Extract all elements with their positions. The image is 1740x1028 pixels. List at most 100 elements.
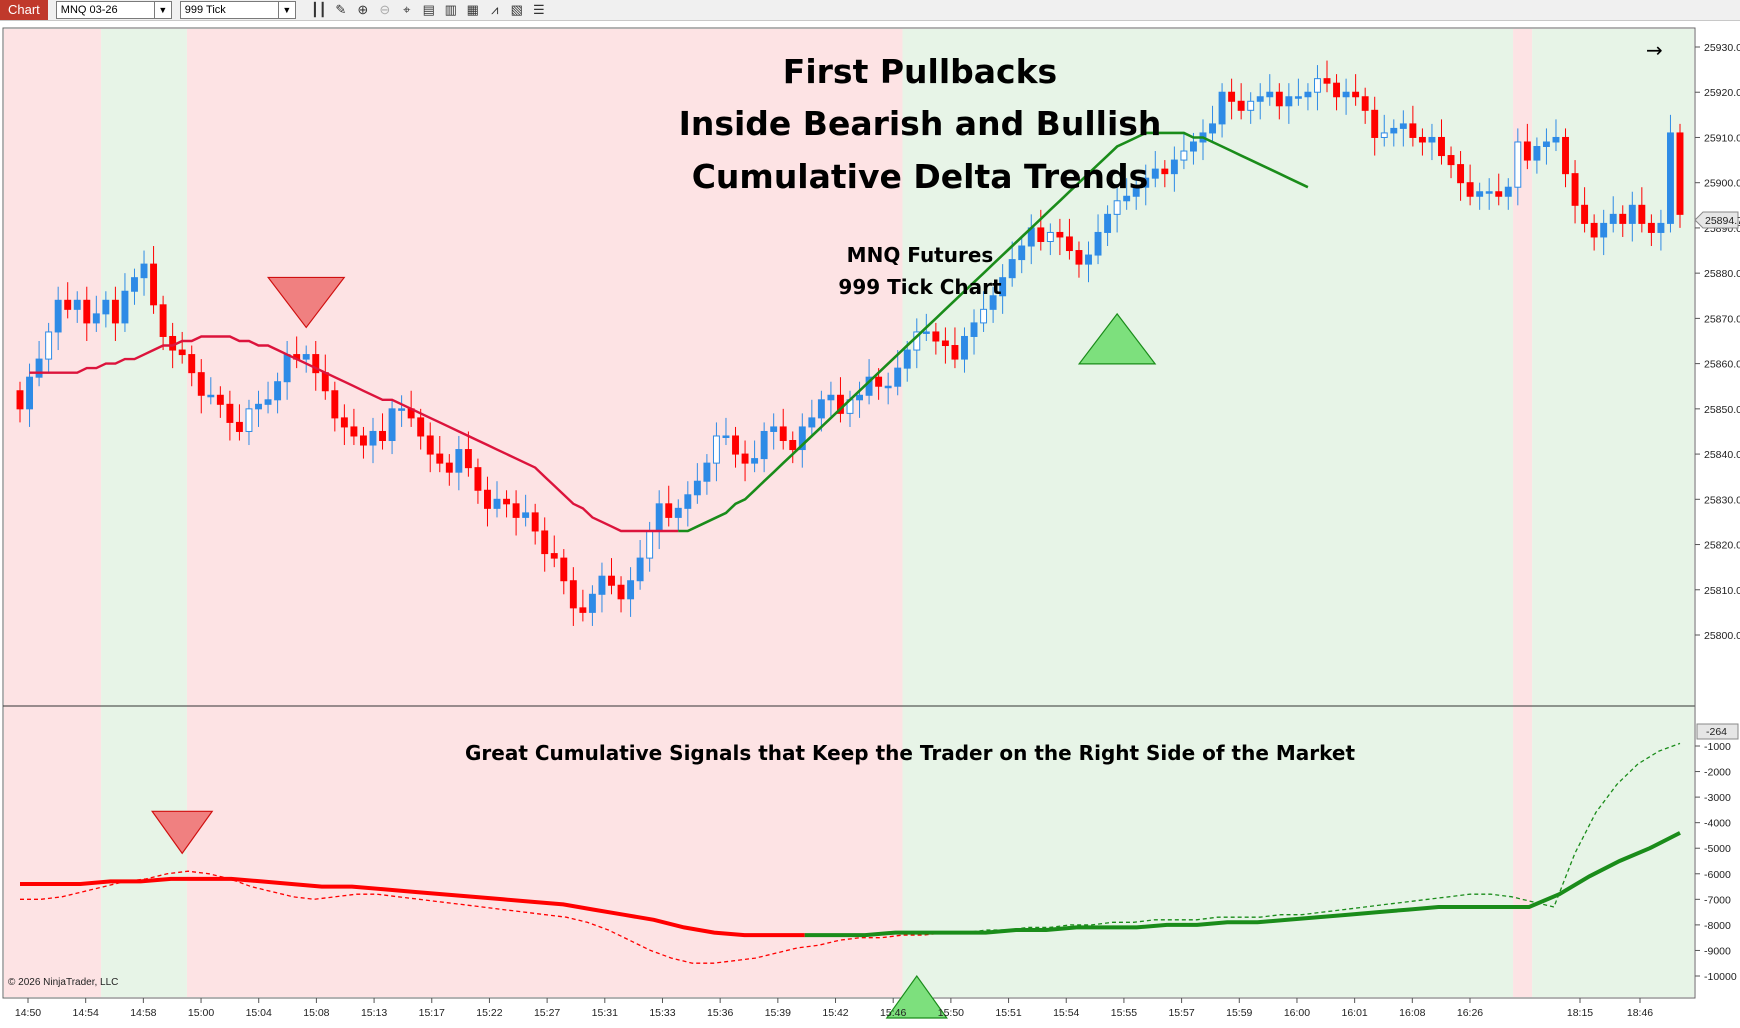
candle-body — [732, 435, 739, 455]
candle-body — [779, 426, 787, 442]
candle-body — [1542, 141, 1550, 148]
time-tick-label: 14:54 — [73, 1007, 99, 1019]
buy-signal-marker — [885, 974, 948, 1019]
candle-body — [436, 453, 444, 464]
strategy-icon[interactable]: ▦ — [466, 2, 479, 17]
price-tick-label: 25910.00 — [1704, 132, 1740, 144]
time-tick-label: 14:50 — [15, 1007, 41, 1019]
time-tick-label: 15:39 — [765, 1007, 791, 1019]
candle-body — [569, 580, 577, 609]
time-tick-label: 15:54 — [1053, 1007, 1079, 1019]
price-tick-label: 25880.00 — [1704, 268, 1740, 280]
candle-body — [655, 503, 663, 532]
time-tick-label: 14:58 — [130, 1007, 156, 1019]
more-icon[interactable]: ☰ — [532, 2, 545, 17]
candle-body — [1275, 91, 1283, 107]
templates-icon[interactable]: ▧ — [510, 2, 523, 17]
candle-body — [1247, 100, 1255, 111]
chart-tab[interactable]: Chart — [0, 0, 48, 20]
delta-tick-label: -10000 — [1704, 971, 1737, 983]
candle-body — [1409, 123, 1417, 138]
candle-body — [1523, 141, 1531, 161]
indicator-icon[interactable]: ⩘ — [491, 2, 499, 17]
candle-body — [1466, 182, 1474, 197]
candle-body — [751, 458, 759, 464]
candle-body — [1218, 91, 1226, 125]
candle-body — [1056, 231, 1064, 238]
bar-style-icon[interactable]: ┃┃ — [310, 2, 327, 17]
candle-body — [1075, 250, 1083, 265]
time-tick-label: 15:57 — [1168, 1007, 1194, 1019]
candle-body — [1676, 132, 1684, 215]
candle-body — [608, 575, 615, 586]
candle-body — [903, 349, 911, 369]
candle-body — [121, 290, 129, 324]
candle-body — [798, 426, 806, 451]
candle-body — [1533, 146, 1541, 161]
candle-body — [1342, 91, 1350, 98]
crosshair-icon[interactable]: ⌖ — [403, 2, 411, 17]
candle-body — [1590, 222, 1598, 238]
time-tick-label: 15:46 — [880, 1007, 906, 1019]
candle-body — [54, 299, 62, 333]
chevron-down-icon[interactable]: ▼ — [277, 2, 295, 18]
candle-body — [951, 345, 959, 360]
zoom-out-icon[interactable]: ⊖ — [379, 2, 391, 17]
time-axis: 14:50 14:54 14:58 15:00 15:04 15:08 15:13 15:17… — [15, 998, 1653, 1019]
candle-body — [302, 354, 310, 360]
candle-body — [1008, 259, 1016, 279]
candle-body — [159, 304, 167, 337]
candle-body — [941, 340, 949, 347]
candle-body — [1256, 96, 1264, 102]
time-tick-label: 15:33 — [649, 1007, 675, 1019]
candle-body — [1132, 186, 1140, 197]
candle-body — [464, 449, 472, 469]
candle-body — [1390, 127, 1398, 134]
instrument-selector[interactable]: MNQ 03-26 ▼ — [55, 1, 172, 19]
time-tick-label: 15:17 — [419, 1007, 445, 1019]
draw-tool-icon[interactable]: ✎ — [335, 2, 347, 17]
candle-body — [1151, 168, 1159, 179]
trend-zone-bull — [101, 29, 187, 997]
chart-area[interactable]: 25930.0025920.0025910.0025900.0025890.00… — [0, 21, 1740, 1028]
properties-icon[interactable]: ▥ — [444, 2, 457, 17]
instrument-value: MNQ 03-26 — [60, 4, 118, 16]
chart-title: First Pullbacks Inside Bearish and Bulli… — [679, 52, 1162, 196]
arrow-right-icon[interactable]: → — [1646, 38, 1663, 62]
candle-body — [1142, 177, 1150, 188]
cumulative-delta-lines — [20, 742, 1681, 964]
candle-body — [312, 354, 320, 374]
candle-body — [741, 453, 749, 464]
delta-tick-label: -8000 — [1704, 920, 1731, 932]
candle-body — [1399, 123, 1407, 129]
candle-body — [474, 467, 482, 491]
time-tick-label: 16:08 — [1399, 1007, 1425, 1019]
candle-body — [1657, 222, 1665, 233]
delta-tick-label: -3000 — [1704, 792, 1731, 804]
candle-body — [989, 295, 997, 310]
candle-body — [999, 277, 1007, 297]
time-tick-label: 18:15 — [1567, 1007, 1593, 1019]
zoom-in-icon[interactable]: ⊕ — [357, 2, 369, 17]
candle-body — [1333, 82, 1341, 98]
candle-body — [1046, 231, 1054, 242]
candle-body — [1638, 204, 1646, 224]
delta-axis: -1000 -2000 -3000 -4000 -5000 -6000 -7000 -8000… — [1695, 741, 1737, 983]
chevron-down-icon[interactable]: ▼ — [153, 2, 171, 18]
delta-solid-bear-segment — [20, 876, 805, 938]
interval-selector[interactable]: 999 Tick ▼ — [179, 1, 296, 19]
chart-toolbar: Chart MNQ 03-26 ▼ 999 Tick ▼ ┃┃ ✎ ⊕ ⊖ ⌖ … — [0, 0, 1740, 21]
candle-body — [1065, 236, 1073, 252]
candle-body — [1113, 200, 1121, 215]
candle-body — [1285, 96, 1293, 107]
candle-body — [1180, 150, 1188, 161]
candle-body — [1085, 254, 1092, 265]
candle-body — [1018, 245, 1026, 261]
candle-body — [388, 408, 396, 442]
data-box-icon[interactable]: ▤ — [422, 2, 435, 17]
delta-tick-label: -7000 — [1704, 894, 1731, 906]
candle-body — [722, 435, 730, 438]
candle-body — [426, 435, 434, 455]
candle-body — [1504, 186, 1512, 197]
moving-average-bear-segment — [29, 335, 679, 533]
